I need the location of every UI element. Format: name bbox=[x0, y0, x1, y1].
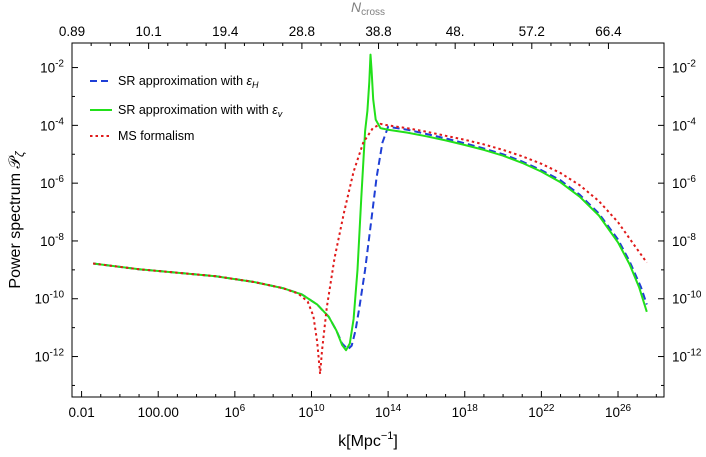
y-tick-label-right: 10-8 bbox=[672, 232, 696, 249]
top-axis-label: Ncross bbox=[351, 0, 385, 18]
y-axis-label: Power spectrum 𝒫ζ bbox=[7, 150, 27, 289]
top-tick-label: 66.4 bbox=[595, 24, 622, 39]
x-tick-label: 100.00 bbox=[138, 405, 179, 420]
y-tick-label: 10-12 bbox=[35, 348, 65, 365]
y-tick-label-right: 10-4 bbox=[672, 116, 696, 133]
plot-frame bbox=[71, 42, 665, 398]
top-tick-label: 19.4 bbox=[212, 24, 239, 39]
y-tick-label-right: 10-12 bbox=[672, 348, 702, 365]
top-tick-label: 57.2 bbox=[519, 24, 545, 39]
series-line-2 bbox=[92, 122, 648, 375]
top-tick-label: 48. bbox=[446, 24, 465, 39]
legend-label-ms-formalism: MS formalism bbox=[118, 129, 194, 143]
y-tick-label: 10-2 bbox=[40, 59, 64, 76]
top-tick-label: 10.1 bbox=[135, 24, 161, 39]
y-tick-label-right: 10-6 bbox=[672, 174, 696, 191]
top-tick-label: 28.8 bbox=[289, 24, 315, 39]
top-tick-label: 38.8 bbox=[365, 24, 391, 39]
series-line-0 bbox=[92, 125, 648, 351]
y-tick-label: 10-4 bbox=[40, 116, 64, 133]
legend-label-sr-epsilon-v: SR approximation with with εv bbox=[118, 103, 283, 119]
legend: SR approximation with εH SR approximatio… bbox=[90, 74, 283, 143]
axis-ticks: 0.01 100.00 106 1010 1014 1018 1022 1026 0.89 10.… bbox=[35, 24, 702, 420]
x-tick-label: 1010 bbox=[298, 403, 325, 420]
legend-label-sr-epsilon-h: SR approximation with εH bbox=[118, 74, 259, 90]
y-tick-label: 10-8 bbox=[40, 232, 64, 249]
x-axis-label: k[Mpc−1] bbox=[338, 430, 398, 450]
x-tick-label: 1026 bbox=[605, 403, 632, 420]
data-series bbox=[92, 53, 648, 375]
top-tick-label: 0.89 bbox=[59, 24, 85, 39]
y-tick-label-right: 10-2 bbox=[672, 59, 696, 76]
x-tick-label: 1014 bbox=[375, 403, 402, 420]
y-tick-label: 10-6 bbox=[40, 174, 64, 191]
y-tick-label: 10-10 bbox=[35, 290, 65, 307]
y-tick-label-right: 10-10 bbox=[672, 290, 702, 307]
x-tick-label: 1022 bbox=[528, 403, 555, 420]
x-tick-label: 106 bbox=[225, 403, 246, 420]
series-line-1 bbox=[92, 53, 648, 352]
x-tick-label: 0.01 bbox=[68, 405, 94, 420]
x-tick-label: 1018 bbox=[452, 403, 479, 420]
